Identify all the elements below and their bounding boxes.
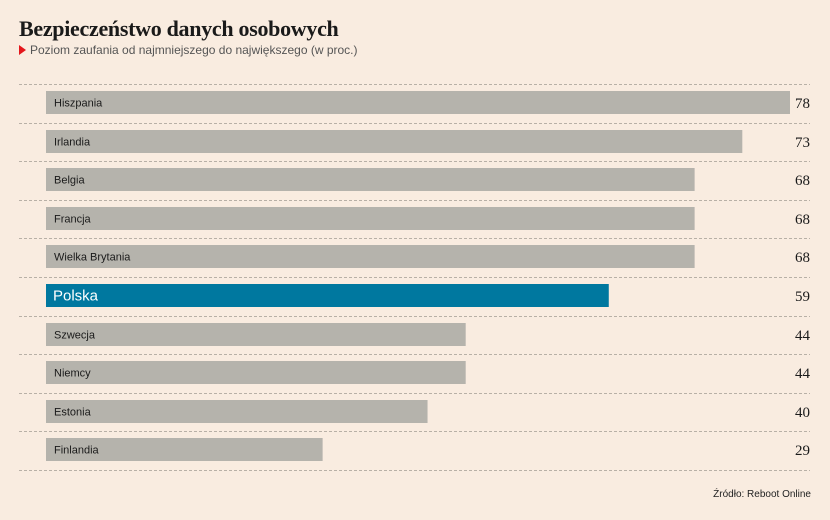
category-label: Polska [53, 288, 99, 305]
category-label: Irlandia [54, 137, 91, 149]
value-label: 68 [795, 173, 810, 189]
category-label: Estonia [54, 407, 92, 419]
value-label: 29 [795, 443, 810, 459]
bar-irlandia [46, 130, 743, 153]
source-note: Źródło: Reboot Online [713, 489, 811, 500]
value-label: 78 [795, 96, 810, 112]
value-label: 68 [795, 212, 810, 228]
value-label: 68 [795, 250, 810, 266]
bar-hiszpania [46, 91, 790, 114]
bar-polska [46, 284, 609, 307]
value-label: 44 [795, 328, 811, 344]
bar-szwecja [46, 323, 466, 346]
value-label: 44 [795, 366, 811, 382]
bar-finlandia [46, 438, 323, 461]
category-label: Francja [54, 214, 92, 226]
bar-wielka-brytania [46, 245, 695, 268]
chart-subtitle: Poziom zaufania od najmniejszego do najw… [19, 43, 358, 57]
bar-niemcy [46, 361, 466, 384]
triangle-marker-icon [19, 45, 26, 55]
value-label: 59 [795, 289, 810, 305]
category-label: Niemcy [54, 368, 91, 380]
category-label: Belgia [54, 175, 85, 187]
category-label: Wielka Brytania [54, 252, 131, 264]
bar-francja [46, 207, 695, 230]
category-label: Hiszpania [54, 98, 103, 110]
subtitle-text: Poziom zaufania od najmniejszego do najw… [30, 43, 358, 57]
bar-belgia [46, 168, 695, 191]
category-label: Szwecja [54, 330, 96, 342]
value-label: 40 [795, 405, 810, 421]
bar-estonia [46, 400, 428, 423]
chart-title: Bezpieczeństwo danych osobowych [19, 16, 339, 41]
category-label: Finlandia [54, 445, 100, 457]
value-label: 73 [795, 135, 810, 151]
